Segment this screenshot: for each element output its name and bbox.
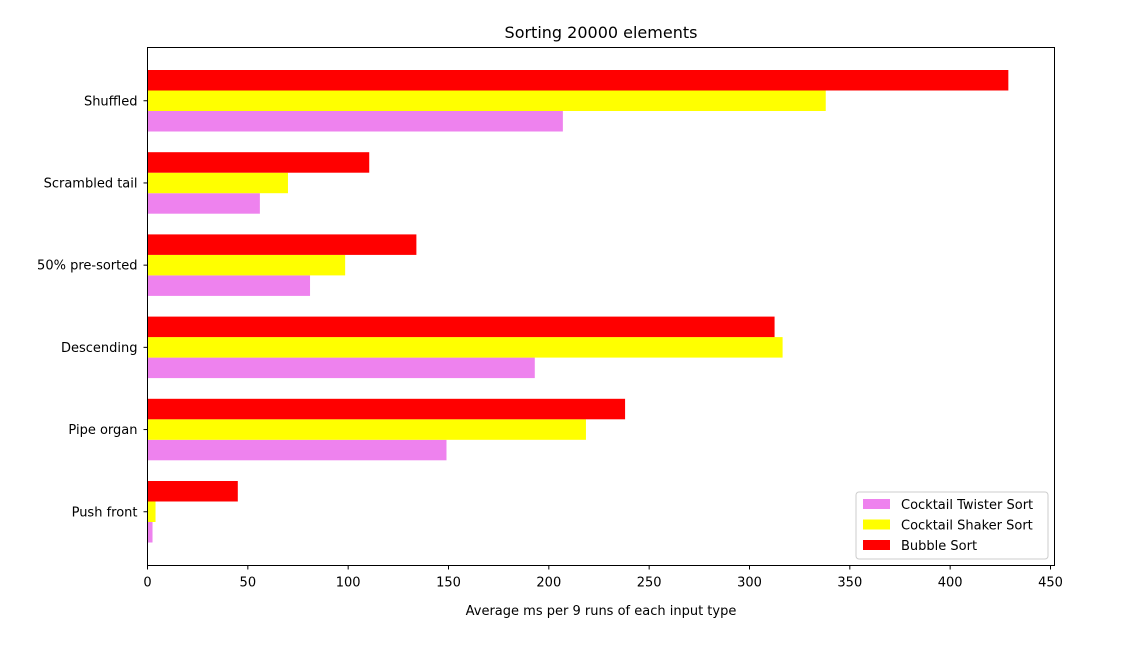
bar-cocktail-shaker-sort-50-pre-sorted <box>147 254 346 276</box>
legend-swatch <box>863 519 890 530</box>
bar-bubble-sort-descending <box>147 316 775 338</box>
legend-label: Cocktail Twister Sort <box>901 498 1033 513</box>
x-tick-label: 150 <box>436 576 461 591</box>
bar-cocktail-twister-sort-descending <box>147 357 535 379</box>
plot-frame <box>147 47 1055 566</box>
bar-bubble-sort-pipe-organ <box>147 398 626 420</box>
y-tick-label: Scrambled tail <box>44 176 138 191</box>
x-tick-label: 50 <box>240 576 257 591</box>
y-tick-label: Descending <box>61 341 138 356</box>
bar-bubble-sort-50-pre-sorted <box>147 234 417 255</box>
x-tick-label: 450 <box>1038 576 1063 591</box>
y-tick-label: 50% pre-sorted <box>37 259 137 274</box>
y-axis: Shuffled Scrambled tail 50% pre-sorted Desc… <box>37 94 148 520</box>
x-tick-label: 300 <box>737 576 762 591</box>
x-tick-label: 350 <box>837 576 862 591</box>
y-tick-label: Pipe organ <box>68 423 137 438</box>
bar-cocktail-shaker-sort-pipe-organ <box>147 419 586 440</box>
bar-cocktail-shaker-sort-push-front <box>147 501 156 522</box>
bar-cocktail-twister-sort-scrambled-tail <box>147 193 260 214</box>
x-axis-label: Average ms per 9 runs of each input type <box>466 604 737 619</box>
y-tick-label: Shuffled <box>84 94 138 109</box>
legend-swatch <box>863 499 890 509</box>
bar-bubble-sort-shuffled <box>147 70 1009 91</box>
bar-bubble-sort-scrambled-tail <box>147 152 370 173</box>
bar-cocktail-twister-sort-pipe-organ <box>147 439 447 461</box>
bar-cocktail-twister-sort-shuffled <box>147 111 563 132</box>
legend: Cocktail Twister Sort Cocktail Shaker Sor… <box>855 491 1049 560</box>
x-tick-label: 250 <box>637 576 662 591</box>
bar-cocktail-shaker-sort-shuffled <box>147 90 826 111</box>
chart-title: Sorting 20000 elements <box>505 23 698 42</box>
bar-cocktail-shaker-sort-scrambled-tail <box>147 172 288 194</box>
x-tick-label: 0 <box>143 576 151 591</box>
x-axis: 0 50 100 150 200 250 300 350 400 450 <box>143 565 1063 591</box>
x-tick-label: 100 <box>336 576 361 591</box>
bars-group <box>147 70 1009 543</box>
bar-cocktail-twister-sort-50-pre-sorted <box>147 275 311 296</box>
x-tick-label: 400 <box>938 576 963 591</box>
legend-label: Cocktail Shaker Sort <box>901 519 1033 534</box>
x-tick-label: 200 <box>536 576 561 591</box>
bar-cocktail-shaker-sort-descending <box>147 337 783 358</box>
legend-label: Bubble Sort <box>901 539 977 554</box>
legend-swatch <box>863 540 890 550</box>
bar-bubble-sort-push-front <box>147 481 238 502</box>
y-tick-label: Push front <box>72 505 138 520</box>
bar-cocktail-twister-sort-push-front <box>147 522 153 543</box>
legend-box <box>855 491 1049 560</box>
